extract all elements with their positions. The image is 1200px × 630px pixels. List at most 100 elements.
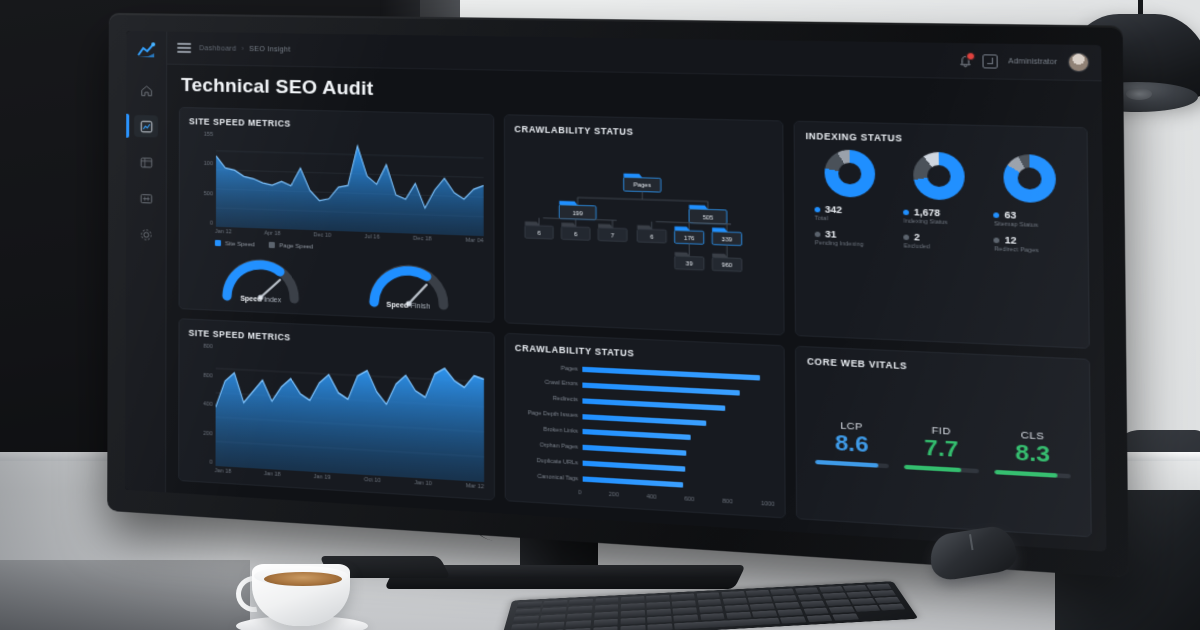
key[interactable] [696, 592, 721, 599]
key[interactable] [825, 599, 851, 607]
bar[interactable] [582, 476, 684, 488]
key[interactable] [647, 623, 673, 630]
key[interactable] [646, 594, 670, 602]
key[interactable] [806, 614, 833, 623]
notification-bell-icon[interactable] [959, 51, 976, 67]
key[interactable] [512, 615, 539, 624]
key[interactable] [620, 617, 646, 625]
bar-label: Redirects [552, 396, 578, 404]
key[interactable] [846, 591, 872, 598]
key[interactable] [673, 614, 699, 622]
svg-text:Pages: Pages [633, 183, 651, 190]
key[interactable] [593, 618, 619, 627]
card-title: SITE SPEED METRICS [188, 116, 291, 129]
key[interactable] [818, 586, 844, 593]
key[interactable] [568, 605, 593, 613]
bar[interactable] [582, 445, 687, 457]
key[interactable] [594, 604, 619, 612]
key[interactable] [646, 601, 671, 609]
legend-item[interactable]: Site Speed [214, 239, 255, 249]
gauge-label-bold: Speed [386, 301, 409, 310]
key[interactable] [772, 595, 798, 602]
key[interactable] [593, 611, 619, 619]
key[interactable] [595, 597, 619, 605]
key[interactable] [539, 614, 566, 622]
key[interactable] [721, 591, 746, 598]
bar-label: Orphan Pages [539, 442, 579, 451]
key[interactable] [866, 583, 892, 591]
key[interactable] [850, 597, 876, 605]
key[interactable] [672, 607, 698, 615]
key[interactable] [821, 592, 848, 600]
key[interactable] [803, 607, 830, 615]
lamp-cord [1138, 0, 1143, 26]
bar-label: Duplicate URLs [536, 457, 579, 467]
legend-item[interactable]: Page Speed [269, 241, 313, 251]
key[interactable] [647, 615, 672, 624]
stat-label: Redirect Pages [993, 246, 1039, 255]
key[interactable] [832, 613, 859, 621]
key[interactable] [724, 604, 750, 612]
key[interactable] [671, 593, 695, 601]
bar[interactable] [582, 398, 725, 411]
key[interactable] [569, 598, 594, 606]
key[interactable] [565, 620, 592, 628]
key[interactable] [842, 584, 868, 592]
key[interactable] [870, 590, 897, 597]
sidebar-item-home[interactable] [134, 79, 158, 101]
key[interactable] [878, 603, 906, 611]
key[interactable] [699, 612, 725, 621]
bar[interactable] [582, 429, 691, 441]
key[interactable] [775, 601, 801, 609]
key[interactable] [646, 608, 672, 616]
bar-chart: Pages Crawl Errors Redirects Page Depth Iss… [515, 358, 775, 498]
key[interactable] [722, 597, 748, 605]
key[interactable] [697, 598, 722, 606]
key[interactable] [538, 621, 565, 630]
key[interactable] [542, 599, 568, 607]
key[interactable] [514, 608, 541, 616]
key[interactable] [828, 606, 855, 614]
key[interactable] [510, 622, 538, 630]
sidebar-item-settings[interactable] [134, 223, 158, 246]
key[interactable] [745, 589, 770, 597]
key[interactable] [672, 600, 697, 608]
apps-icon[interactable] [982, 53, 998, 69]
key[interactable] [698, 605, 724, 614]
indexing-stats: 342 Total 31 Pending Indexing [806, 203, 1077, 262]
bar[interactable] [582, 413, 707, 426]
breadcrumb-root[interactable]: Dashboard [199, 44, 237, 53]
app-logo-icon[interactable] [134, 39, 158, 61]
key[interactable] [800, 600, 826, 608]
bar[interactable] [582, 382, 740, 396]
key[interactable] [853, 604, 881, 612]
key[interactable] [751, 610, 778, 618]
key[interactable] [770, 588, 795, 596]
bar[interactable] [582, 460, 686, 472]
sidebar-item-analytics[interactable] [134, 114, 159, 138]
key[interactable] [620, 602, 645, 610]
card-site-speed-metrics-2: SITE SPEED METRICS 800 800 400 200 0 [178, 318, 495, 501]
bar[interactable] [582, 366, 760, 381]
key[interactable] [747, 596, 773, 604]
hamburger-menu-icon[interactable] [177, 42, 192, 53]
x-tick: Mar 04 [465, 237, 484, 245]
key[interactable] [874, 596, 901, 604]
key[interactable] [725, 611, 752, 619]
sidebar-item-pages[interactable] [134, 187, 158, 210]
key[interactable] [794, 587, 820, 594]
key[interactable] [749, 603, 775, 611]
key[interactable] [592, 626, 618, 630]
area-series [216, 344, 485, 483]
key[interactable] [777, 608, 804, 617]
key[interactable] [567, 612, 592, 621]
key[interactable] [620, 624, 646, 630]
sidebar-item-reports[interactable] [134, 151, 158, 174]
key[interactable] [620, 609, 645, 618]
user-avatar[interactable] [1067, 52, 1090, 73]
key[interactable] [620, 596, 645, 603]
key[interactable] [780, 616, 807, 624]
key[interactable] [797, 593, 823, 601]
key[interactable] [516, 601, 542, 609]
key[interactable] [541, 606, 567, 615]
